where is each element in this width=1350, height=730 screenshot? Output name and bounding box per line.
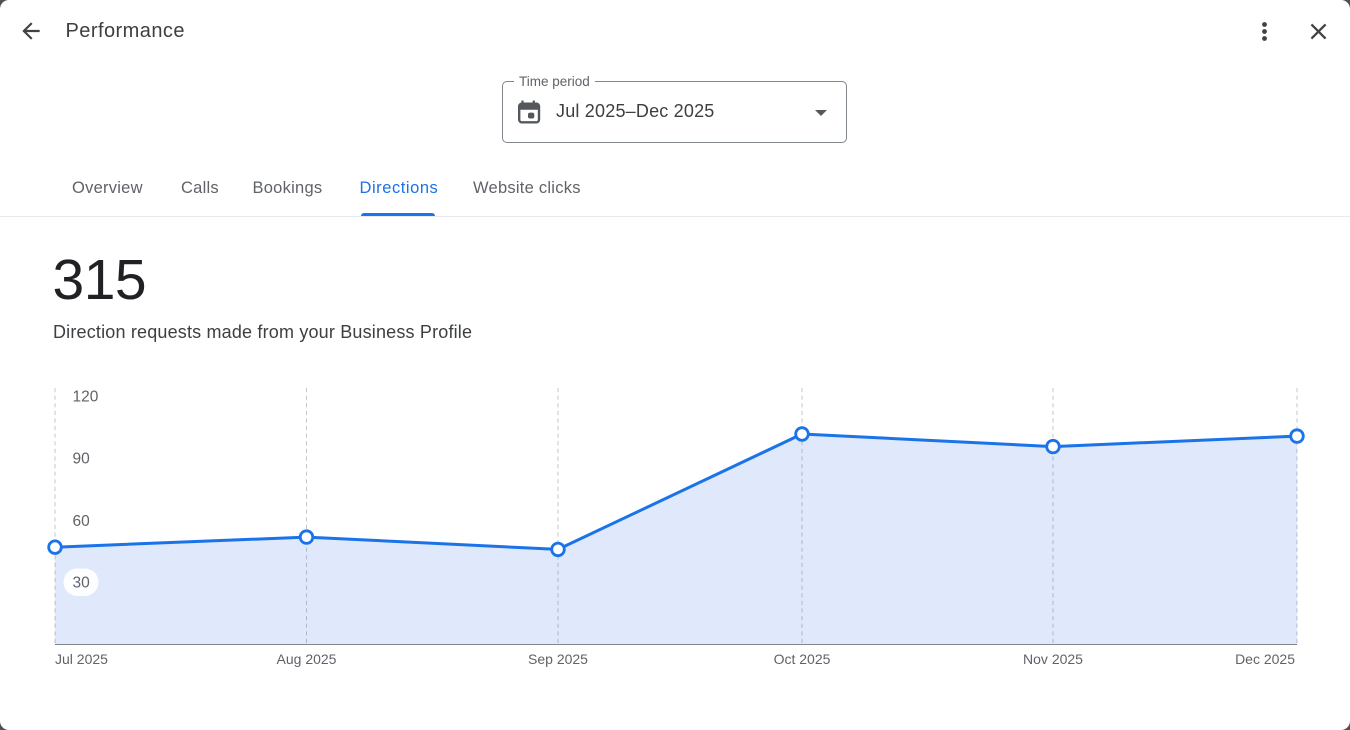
svg-text:Nov 2025: Nov 2025	[1023, 651, 1083, 667]
svg-text:60: 60	[73, 513, 91, 530]
svg-text:Jul 2025: Jul 2025	[55, 651, 108, 667]
svg-text:Sep 2025: Sep 2025	[528, 651, 588, 667]
svg-text:90: 90	[73, 451, 91, 468]
svg-text:Aug 2025: Aug 2025	[277, 651, 337, 667]
svg-text:120: 120	[73, 389, 99, 406]
svg-text:Dec 2025: Dec 2025	[1235, 651, 1295, 667]
svg-text:Oct 2025: Oct 2025	[774, 651, 831, 667]
svg-text:30: 30	[73, 575, 91, 592]
